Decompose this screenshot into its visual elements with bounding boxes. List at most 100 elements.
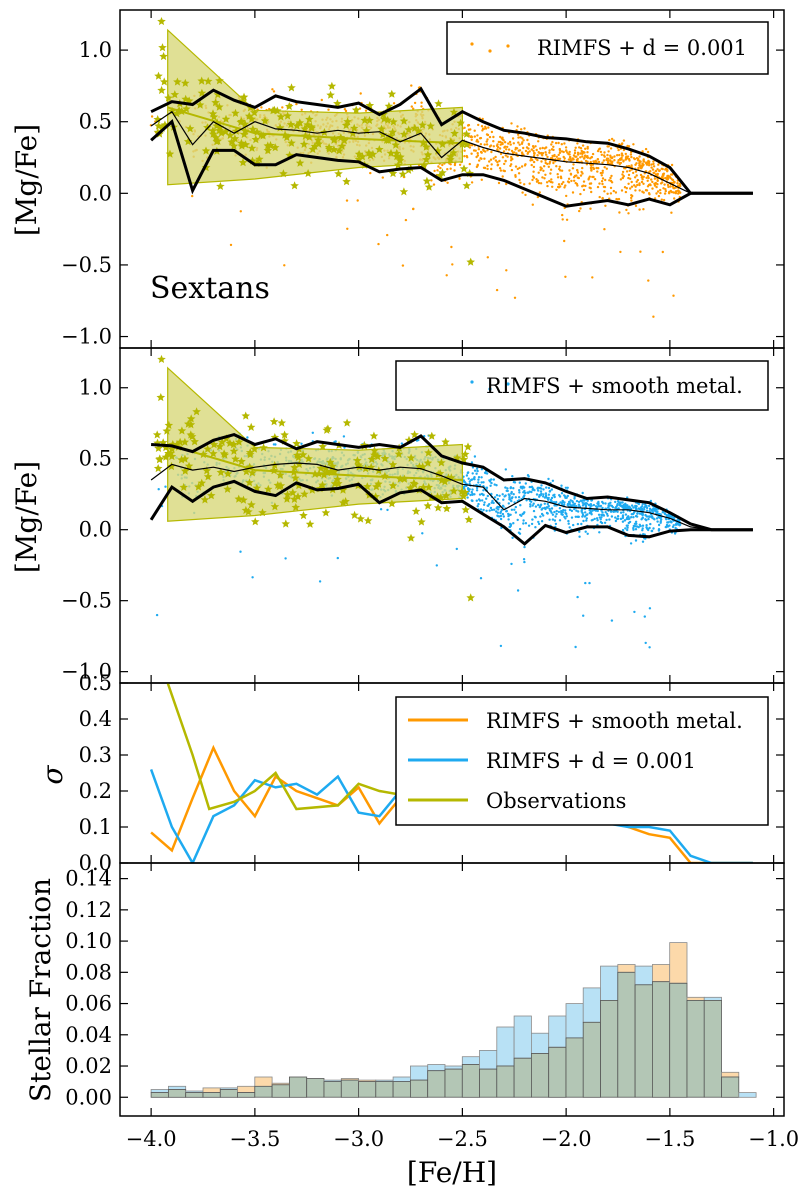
a-model-point xyxy=(596,170,599,173)
a-model-point xyxy=(591,152,595,156)
a-model-point xyxy=(572,154,576,157)
a-model-point xyxy=(486,138,489,141)
a-model-point xyxy=(553,154,556,158)
a-model-point xyxy=(555,165,558,168)
a-model-point xyxy=(633,184,636,187)
a-model-point xyxy=(616,154,619,157)
b-model-point xyxy=(548,518,551,521)
a-model-point xyxy=(618,211,621,214)
a-model-point xyxy=(543,165,546,168)
b-model-point xyxy=(342,435,346,438)
a-model-point xyxy=(523,183,526,186)
a-model-point xyxy=(646,185,650,188)
b-model-point xyxy=(580,522,583,526)
b-observation-star xyxy=(449,486,459,495)
b-model-point xyxy=(645,506,649,510)
a-model-point xyxy=(484,127,488,130)
panel-a-ylabel: [Mg/Fe] xyxy=(10,124,43,236)
b-model-point xyxy=(539,490,543,493)
b-model-point xyxy=(537,489,540,492)
a-model-point xyxy=(532,149,535,153)
b-model-point xyxy=(645,509,649,512)
a-model-point xyxy=(504,154,507,157)
a-model-point xyxy=(642,208,645,211)
a-model-point xyxy=(467,128,471,131)
b-model-point xyxy=(529,505,532,508)
a-model-point xyxy=(621,173,624,176)
a-model-point xyxy=(483,157,486,160)
b-observation-star xyxy=(380,471,390,480)
a-model-point xyxy=(614,191,618,194)
a-model-point xyxy=(661,250,664,254)
b-model-point xyxy=(164,485,167,488)
b-model-point xyxy=(510,497,513,500)
a-model-point xyxy=(576,171,580,174)
b-model-point xyxy=(625,506,629,509)
a-observation-star xyxy=(154,121,163,130)
a-model-point xyxy=(605,158,608,162)
histogram-bar-overlap xyxy=(254,1085,273,1098)
a-model-point xyxy=(638,155,641,158)
b-model-point xyxy=(655,517,659,520)
b-model-point xyxy=(484,471,487,475)
a-model-point xyxy=(524,149,528,153)
a-model-point xyxy=(485,143,489,146)
a-model-point xyxy=(567,181,571,184)
b-observation-star xyxy=(423,458,433,467)
b-observation-star xyxy=(164,420,174,429)
a-model-point xyxy=(651,187,654,190)
a-model-point xyxy=(580,149,583,153)
b-observation-star xyxy=(241,505,251,515)
a-model-point xyxy=(436,169,439,172)
a-model-point xyxy=(530,163,533,167)
histogram-bar-overlap xyxy=(323,1081,342,1098)
b-model-point xyxy=(547,486,551,490)
a-model-point xyxy=(346,227,349,230)
b-observation-star xyxy=(180,454,190,463)
a-observation-star xyxy=(462,181,471,190)
a-observation-star xyxy=(438,139,447,148)
a-model-point xyxy=(596,158,599,161)
b-observation-star xyxy=(194,482,203,491)
b-model-point xyxy=(641,513,644,517)
a-model-point xyxy=(646,150,650,154)
b-model-point xyxy=(635,515,639,518)
histogram-bar-excess xyxy=(652,964,671,983)
a-model-point xyxy=(420,105,423,108)
a-model-point xyxy=(511,137,515,140)
a-observation-star xyxy=(248,124,258,133)
b-model-point xyxy=(616,510,619,513)
b-model-point xyxy=(501,512,505,516)
b-observation-star xyxy=(280,430,289,439)
b-model-point xyxy=(600,521,604,525)
a-model-point xyxy=(579,207,582,210)
b-model-point xyxy=(489,506,493,510)
b-model-point xyxy=(624,527,627,530)
b-model-point xyxy=(435,564,438,567)
b-observation-star xyxy=(316,463,326,472)
b-model-point xyxy=(648,507,652,510)
a-model-point xyxy=(584,159,588,163)
a-model-point xyxy=(517,141,520,144)
b-observation-star xyxy=(167,451,177,461)
b-model-point xyxy=(647,517,650,521)
b-observation-star xyxy=(202,466,212,475)
b-observation-star xyxy=(288,488,297,497)
b-model-point xyxy=(623,519,627,522)
a-model-point xyxy=(556,158,560,161)
b-model-point xyxy=(514,496,517,499)
b-observation-star xyxy=(459,455,469,464)
a-model-point xyxy=(630,199,633,202)
a-model-point xyxy=(657,194,661,198)
a-observation-star xyxy=(350,123,359,132)
a-model-point xyxy=(620,189,624,192)
a-observation-star xyxy=(158,43,167,52)
a-model-point xyxy=(523,127,526,130)
a-model-point xyxy=(404,218,408,222)
b-model-point xyxy=(566,503,569,507)
a-model-point xyxy=(490,167,493,171)
b-model-point xyxy=(514,511,518,514)
b-model-point xyxy=(549,498,553,501)
a-model-point xyxy=(598,147,602,150)
a-model-point xyxy=(608,138,611,142)
